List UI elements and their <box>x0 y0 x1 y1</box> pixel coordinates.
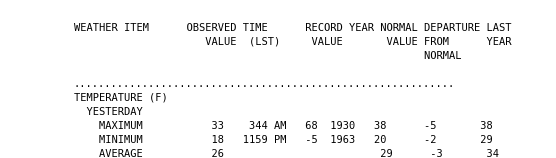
Text: TEMPERATURE (F): TEMPERATURE (F) <box>74 93 167 103</box>
Text: YESTERDAY: YESTERDAY <box>74 106 142 117</box>
Text: NORMAL: NORMAL <box>74 51 512 61</box>
Text: AVERAGE           26                         29      -3       34: AVERAGE 26 29 -3 34 <box>74 149 499 158</box>
Text: MAXIMUM           33    344 AM   68  1930   38      -5       38: MAXIMUM 33 344 AM 68 1930 38 -5 38 <box>74 121 493 131</box>
Text: WEATHER ITEM      OBSERVED TIME      RECORD YEAR NORMAL DEPARTURE LAST: WEATHER ITEM OBSERVED TIME RECORD YEAR N… <box>74 23 512 33</box>
Text: MINIMUM           18   1159 PM   -5  1963   20      -2       29: MINIMUM 18 1159 PM -5 1963 20 -2 29 <box>74 135 493 145</box>
Text: .............................................................: ........................................… <box>74 79 455 89</box>
Text: VALUE  (LST)     VALUE       VALUE FROM      YEAR: VALUE (LST) VALUE VALUE FROM YEAR <box>74 37 512 47</box>
